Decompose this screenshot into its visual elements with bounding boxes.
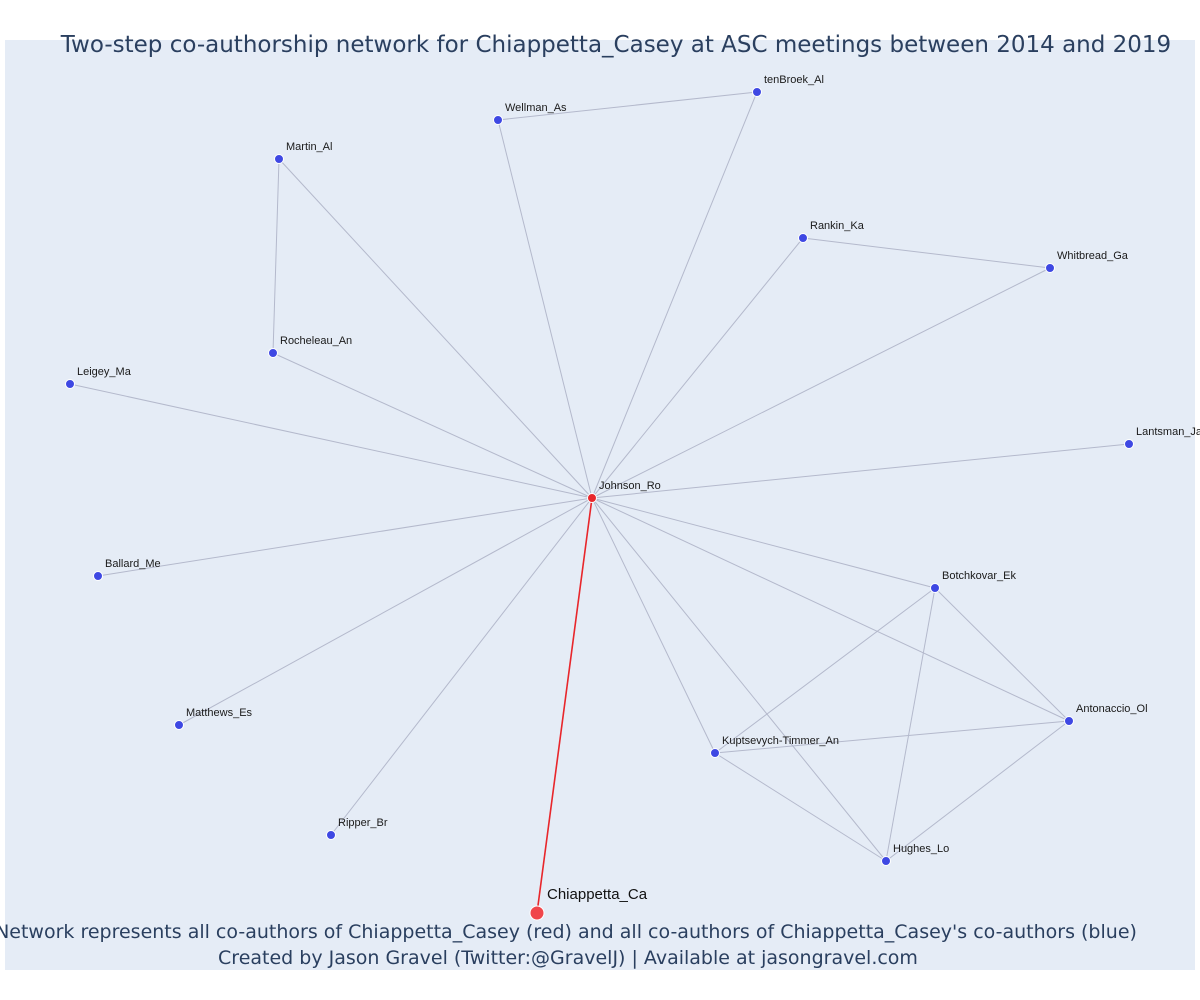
node-tenbroek-al[interactable] xyxy=(752,87,762,97)
edge-martin-al-rocheleau-an xyxy=(272,158,280,354)
node-hughes-lo[interactable] xyxy=(881,856,891,866)
node-label-martin-al: Martin_Al xyxy=(286,141,332,153)
node-lantsman-ja[interactable] xyxy=(1124,439,1134,449)
node-matthews-es[interactable] xyxy=(174,720,184,730)
edge-johnson-ro-matthews-es xyxy=(178,497,593,726)
node-label-hughes-lo: Hughes_Lo xyxy=(893,843,949,855)
node-label-kuptsevych-timmer-an: Kuptsevych-Timmer_An xyxy=(722,735,839,747)
chart-title: Two-step co-authorship network for Chiap… xyxy=(60,32,1171,58)
edge-johnson-ro-leigey-ma xyxy=(69,383,593,499)
caption-line-1: Network represents all co-authors of Chi… xyxy=(0,921,1137,943)
labels-layer: Chiappetta_Ca Johnson_Ro tenBroek_Al Wellma… xyxy=(77,74,1200,903)
plot-background xyxy=(5,40,1195,970)
node-whitbread-ga[interactable] xyxy=(1045,263,1055,273)
edge-johnson-ro-antonaccio-ol xyxy=(591,497,1070,722)
edge-rankin-ka-whitbread-ga xyxy=(802,237,1051,269)
edge-johnson-ro-botchkovar-ek xyxy=(591,497,936,589)
node-leigey-ma[interactable] xyxy=(65,379,75,389)
edge-wellman-as-tenbroek-al xyxy=(497,91,758,121)
node-antonaccio-ol[interactable] xyxy=(1064,716,1074,726)
edge-antonaccio-ol-kuptsevych-timmer-an xyxy=(714,720,1070,754)
node-label-wellman-as: Wellman_As xyxy=(505,102,567,114)
node-wellman-as[interactable] xyxy=(493,115,503,125)
node-label-ballard-me: Ballard_Me xyxy=(105,558,161,570)
edge-johnson-ro-martin-al xyxy=(278,158,593,499)
node-label-lantsman-ja: Lantsman_Ja xyxy=(1136,426,1200,438)
node-chiappetta-ca[interactable] xyxy=(529,905,545,921)
edge-kuptsevych-timmer-an-hughes-lo xyxy=(714,752,887,862)
node-kuptsevych-timmer-an[interactable] xyxy=(710,748,720,758)
edge-johnson-ro-rocheleau-an xyxy=(272,352,593,499)
edges-layer xyxy=(69,91,1130,914)
node-label-matthews-es: Matthews_Es xyxy=(186,707,253,719)
node-label-tenbroek-al: tenBroek_Al xyxy=(764,74,824,86)
edge-johnson-ro-rankin-ka xyxy=(591,237,804,499)
node-rankin-ka[interactable] xyxy=(798,233,808,243)
edge-antonaccio-ol-hughes-lo xyxy=(885,720,1070,862)
edge-johnson-ro-ripper-br xyxy=(330,497,593,836)
node-botchkovar-ek[interactable] xyxy=(930,583,940,593)
caption-line-2: Created by Jason Gravel (Twitter:@Gravel… xyxy=(218,947,918,969)
node-johnson-ro[interactable] xyxy=(587,493,597,503)
edge-johnson-ro-whitbread-ga xyxy=(591,267,1051,499)
edge-johnson-ro-tenbroek-al xyxy=(591,91,758,499)
node-label-leigey-ma: Leigey_Ma xyxy=(77,366,132,378)
node-label-antonaccio-ol: Antonaccio_Ol xyxy=(1076,703,1148,715)
edge-botchkovar-ek-kuptsevych-timmer-an xyxy=(714,587,936,754)
edge-botchkovar-ek-antonaccio-ol xyxy=(934,587,1070,722)
node-label-ripper-br: Ripper_Br xyxy=(338,817,388,829)
edge-botchkovar-ek-hughes-lo xyxy=(885,587,936,862)
edge-chiappetta-ca-johnson-ro xyxy=(536,497,593,914)
node-label-johnson-ro: Johnson_Ro xyxy=(599,480,661,492)
edge-johnson-ro-lantsman-ja xyxy=(591,443,1130,499)
node-label-chiappetta-ca: Chiappetta_Ca xyxy=(547,886,648,903)
node-label-whitbread-ga: Whitbread_Ga xyxy=(1057,250,1129,262)
edge-johnson-ro-wellman-as xyxy=(497,119,593,499)
node-label-rocheleau-an: Rocheleau_An xyxy=(280,335,352,347)
node-rocheleau-an[interactable] xyxy=(268,348,278,358)
node-label-botchkovar-ek: Botchkovar_Ek xyxy=(942,570,1016,582)
edge-johnson-ro-kuptsevych-timmer-an xyxy=(591,497,716,754)
node-ripper-br[interactable] xyxy=(326,830,336,840)
node-label-rankin-ka: Rankin_Ka xyxy=(810,220,865,232)
node-martin-al[interactable] xyxy=(274,154,284,164)
nodes-layer xyxy=(65,87,1134,921)
edge-johnson-ro-hughes-lo xyxy=(591,497,887,862)
node-ballard-me[interactable] xyxy=(93,571,103,581)
edge-johnson-ro-ballard-me xyxy=(97,497,593,577)
